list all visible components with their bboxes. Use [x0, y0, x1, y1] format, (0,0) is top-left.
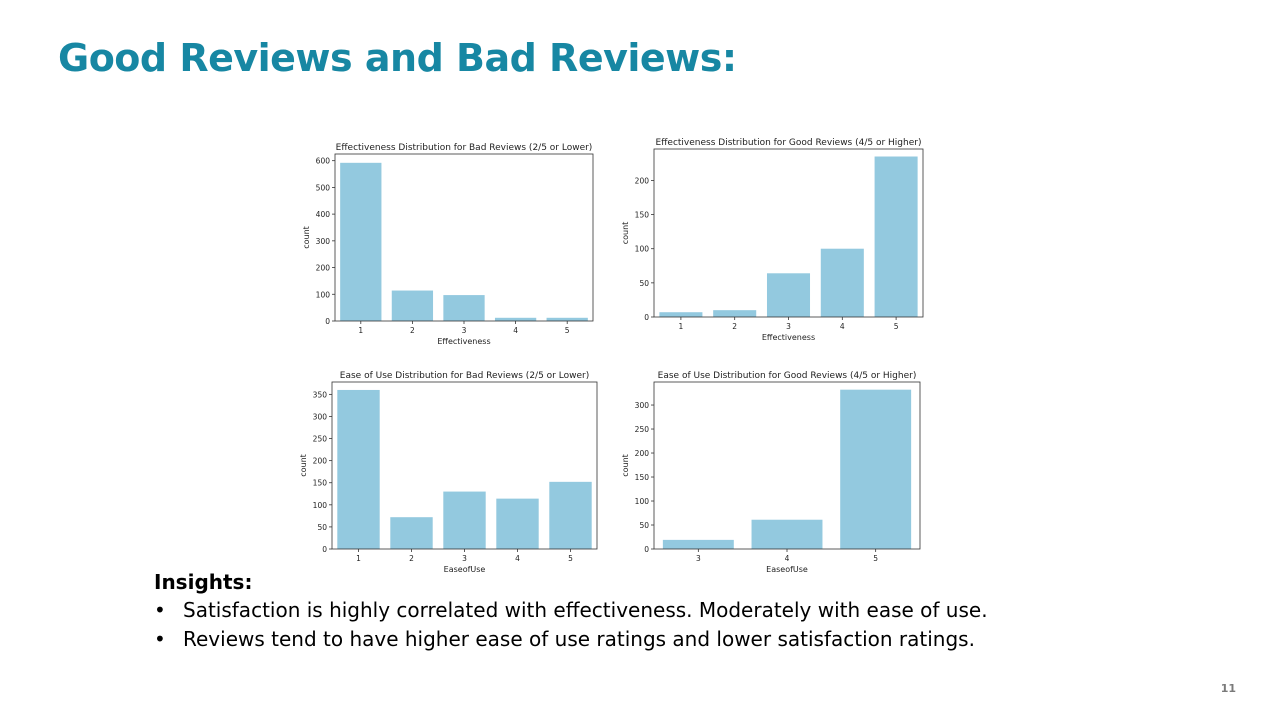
chart-bar: [443, 295, 485, 321]
y-tick-label: 100: [313, 501, 328, 510]
y-axis-label: count: [299, 454, 308, 477]
chart-bar: [390, 517, 433, 549]
bullet-icon: •: [154, 627, 166, 651]
x-tick-label: 2: [732, 322, 737, 331]
insight-text: Satisfaction is highly correlated with e…: [183, 598, 988, 622]
chart-svg: Effectiveness Distribution for Good Revi…: [621, 138, 924, 342]
x-axis-label: EaseofUse: [766, 565, 808, 574]
x-tick-label: 1: [358, 326, 363, 335]
x-axis-label: Effectiveness: [762, 333, 815, 342]
y-tick-label: 200: [635, 176, 650, 185]
y-tick-label: 400: [316, 210, 331, 219]
y-axis-label: count: [621, 222, 630, 245]
y-tick-label: 200: [635, 449, 650, 458]
chart-bar: [546, 317, 588, 321]
chart-bar: [874, 156, 918, 317]
chart-bar: [337, 389, 380, 549]
chart-bar: [840, 389, 912, 549]
chart-svg: Ease of Use Distribution for Bad Reviews…: [299, 371, 598, 574]
chart-effectiveness-good: Effectiveness Distribution for Good Revi…: [616, 132, 924, 354]
x-tick-label: 1: [679, 322, 684, 331]
y-tick-label: 0: [644, 313, 649, 322]
y-tick-label: 150: [635, 211, 650, 220]
chart-bar: [820, 248, 864, 317]
insight-text: Reviews tend to have higher ease of use …: [183, 627, 975, 651]
chart-bar: [713, 310, 757, 317]
x-tick-label: 1: [356, 554, 361, 563]
chart-title: Effectiveness Distribution for Bad Revie…: [336, 143, 593, 153]
x-tick-label: 5: [894, 322, 899, 331]
bullet-icon: •: [154, 598, 166, 622]
x-tick-label: 5: [873, 554, 878, 563]
chart-bar: [340, 162, 382, 321]
x-tick-label: 5: [565, 326, 570, 335]
y-tick-label: 150: [313, 479, 328, 488]
page-number: 11: [1220, 682, 1236, 695]
slide-title: Good Reviews and Bad Reviews:: [58, 36, 737, 80]
y-tick-label: 300: [316, 237, 331, 246]
chart-bar: [751, 519, 823, 549]
chart-svg: Ease of Use Distribution for Good Review…: [621, 371, 921, 574]
x-tick-label: 3: [462, 554, 467, 563]
insight-bullet: • Satisfaction is highly correlated with…: [154, 596, 988, 625]
chart-title: Ease of Use Distribution for Bad Reviews…: [340, 371, 589, 381]
x-tick-label: 4: [840, 322, 845, 331]
x-tick-label: 3: [696, 554, 701, 563]
y-tick-label: 600: [316, 157, 331, 166]
x-tick-label: 5: [568, 554, 573, 563]
y-tick-label: 250: [635, 425, 650, 434]
y-tick-label: 0: [644, 545, 649, 554]
chart-effectiveness-bad: Effectiveness Distribution for Bad Revie…: [290, 134, 594, 354]
chart-bar: [443, 491, 486, 549]
insights-list: • Satisfaction is highly correlated with…: [154, 596, 988, 654]
chart-ease-of-use-bad: Ease of Use Distribution for Bad Reviews…: [296, 366, 598, 580]
y-tick-label: 500: [316, 183, 331, 192]
y-tick-label: 100: [635, 245, 650, 254]
y-tick-label: 200: [316, 264, 331, 273]
y-tick-label: 250: [313, 435, 328, 444]
chart-bar: [494, 317, 537, 321]
y-tick-label: 200: [313, 457, 328, 466]
y-tick-label: 0: [322, 545, 327, 554]
chart-bar: [662, 539, 734, 549]
x-tick-label: 2: [410, 326, 415, 335]
chart-title: Effectiveness Distribution for Good Revi…: [656, 138, 922, 148]
y-tick-label: 50: [639, 279, 649, 288]
y-tick-label: 100: [316, 290, 331, 299]
y-tick-label: 50: [317, 523, 327, 532]
y-tick-label: 300: [635, 401, 650, 410]
y-axis-label: count: [621, 454, 630, 477]
chart-title: Ease of Use Distribution for Good Review…: [658, 371, 917, 381]
y-tick-label: 0: [325, 317, 330, 326]
chart-ease-of-use-good: Ease of Use Distribution for Good Review…: [616, 364, 921, 578]
chart-bar: [549, 481, 592, 549]
y-tick-label: 100: [635, 497, 650, 506]
insights-section: Insights: • Satisfaction is highly corre…: [154, 570, 988, 654]
x-tick-label: 3: [462, 326, 467, 335]
y-tick-label: 50: [639, 521, 649, 530]
y-tick-label: 350: [313, 390, 328, 399]
x-tick-label: 4: [515, 554, 520, 563]
x-tick-label: 4: [513, 326, 518, 335]
chart-svg: Effectiveness Distribution for Bad Revie…: [302, 143, 594, 346]
x-tick-label: 2: [409, 554, 414, 563]
x-tick-label: 4: [785, 554, 790, 563]
chart-bar: [496, 498, 539, 549]
chart-bar: [391, 290, 434, 321]
y-axis-label: count: [302, 226, 311, 249]
insight-bullet: • Reviews tend to have higher ease of us…: [154, 625, 988, 654]
chart-bar: [766, 273, 811, 317]
y-tick-label: 300: [313, 412, 328, 421]
x-tick-label: 3: [786, 322, 791, 331]
insights-heading: Insights:: [154, 570, 253, 594]
x-axis-label: Effectiveness: [437, 337, 490, 346]
chart-bar: [659, 312, 703, 317]
y-tick-label: 150: [635, 473, 650, 482]
x-axis-label: EaseofUse: [444, 565, 486, 574]
